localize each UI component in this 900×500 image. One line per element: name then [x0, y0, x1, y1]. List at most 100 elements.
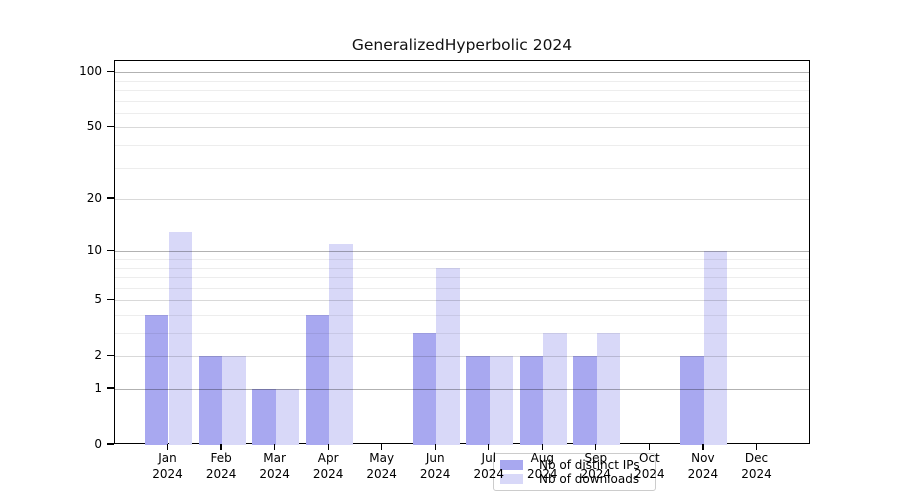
x-tick-mark-9 — [595, 444, 597, 450]
y-tick-mark-1 — [107, 387, 114, 389]
gridline-90 — [115, 80, 809, 82]
gridline-30 — [115, 167, 809, 169]
y-tick-label-0: 0 — [94, 437, 102, 451]
x-tick-line: Feb — [210, 451, 232, 465]
legend: Nb of distinct IPs Nb of downloads — [493, 453, 656, 491]
y-tick-mark-50 — [107, 125, 114, 128]
gridline-3 — [115, 333, 809, 334]
x-tick-label-2: Feb 2024 — [191, 451, 251, 482]
x-tick-label-6: Jun 2024 — [405, 451, 465, 482]
bar-nb-of-distinct-ips-sep-2024 — [573, 356, 597, 445]
x-tick-line: Nov — [691, 451, 715, 465]
x-tick-mark-5 — [381, 444, 383, 450]
x-tick-line: 2024 — [527, 466, 558, 481]
x-tick-line: 2024 — [259, 466, 290, 481]
x-tick-line: 2024 — [152, 466, 183, 481]
bar-nb-of-distinct-ips-aug-2024 — [519, 356, 544, 445]
legend-swatch-downloads — [500, 474, 523, 484]
gridline-70 — [115, 100, 809, 102]
x-tick-label-7: Jul 2024 — [459, 451, 519, 482]
x-tick-label-3: Mar 2024 — [245, 451, 305, 482]
y-tick-label-10: 10 — [86, 243, 102, 258]
bar-nb-of-downloads-jan-2024 — [168, 231, 193, 445]
legend-row-downloads: Nb of downloads — [500, 472, 651, 486]
x-tick-mark-8 — [541, 444, 543, 450]
x-tick-label-9: Sep 2024 — [566, 451, 626, 482]
x-tick-line: Dec — [744, 451, 769, 465]
x-tick-line: Oct — [639, 451, 660, 465]
y-tick-mark-10 — [107, 249, 114, 251]
x-tick-line: 2024 — [634, 466, 665, 481]
bar-nb-of-distinct-ips-mar-2024 — [252, 389, 276, 445]
bar-nb-of-distinct-ips-feb-2024 — [198, 356, 223, 445]
y-tick-mark-5 — [107, 298, 114, 300]
bar-nb-of-distinct-ips-jul-2024 — [466, 356, 490, 445]
x-tick-label-11: Nov 2024 — [673, 451, 733, 482]
gridline-5 — [115, 300, 809, 302]
bar-nb-of-distinct-ips-apr-2024 — [305, 315, 330, 445]
x-tick-mark-11 — [702, 444, 704, 450]
x-tick-label-10: Oct 2024 — [619, 451, 679, 482]
legend-swatch-distinct-ips — [500, 460, 523, 470]
y-tick-label-50: 50 — [86, 119, 102, 134]
legend-row-distinct-ips: Nb of distinct IPs — [500, 458, 651, 472]
gridline-7 — [115, 277, 809, 278]
bar-nb-of-distinct-ips-jun-2024 — [412, 333, 437, 445]
x-tick-mark-2 — [220, 444, 222, 450]
x-tick-line: 2024 — [687, 466, 719, 481]
y-tick-label-2: 2 — [94, 348, 102, 363]
x-tick-line: Aug — [530, 451, 555, 465]
legend-label-distinct-ips: Nb of distinct IPs — [539, 458, 640, 472]
x-tick-mark-6 — [434, 444, 436, 450]
gridline-4 — [115, 315, 809, 316]
x-tick-mark-10 — [648, 444, 651, 450]
x-tick-line: 2024 — [205, 466, 237, 481]
x-tick-line: 2024 — [741, 466, 772, 481]
gridline-10 — [115, 251, 809, 253]
chart-title: GeneralizedHyperbolic 2024 — [351, 36, 573, 54]
gridline-1 — [115, 389, 809, 390]
gridline-40 — [115, 145, 809, 146]
y-tick-mark-2 — [107, 354, 114, 356]
x-tick-line: 2024 — [312, 466, 344, 481]
y-tick-label-100: 100 — [79, 64, 102, 79]
bar-nb-of-distinct-ips-jan-2024 — [144, 315, 169, 445]
x-tick-line: Jan — [158, 451, 177, 465]
gridline-60 — [115, 112, 809, 114]
x-tick-line: 2024 — [366, 466, 397, 481]
bar-nb-of-downloads-jun-2024 — [436, 267, 460, 445]
y-tick-mark-20 — [107, 197, 114, 199]
bar-nb-of-downloads-feb-2024 — [222, 356, 246, 445]
x-tick-label-12: Dec 2024 — [727, 451, 787, 482]
gridline-100 — [115, 72, 809, 74]
x-tick-line: May — [369, 451, 395, 465]
x-tick-line: 2024 — [419, 466, 451, 481]
bar-nb-of-downloads-apr-2024 — [329, 244, 353, 445]
gridline-6 — [115, 287, 809, 289]
bar-nb-of-downloads-sep-2024 — [596, 333, 621, 445]
bar-nb-of-downloads-aug-2024 — [543, 333, 567, 445]
x-tick-mark-1 — [166, 444, 169, 450]
gridline-9 — [115, 259, 809, 260]
legend-label-downloads: Nb of downloads — [539, 472, 640, 486]
x-tick-line: 2024 — [580, 466, 612, 481]
x-tick-line: 2024 — [473, 466, 505, 481]
x-tick-mark-12 — [755, 444, 758, 450]
bar-nb-of-distinct-ips-nov-2024 — [680, 356, 704, 445]
y-tick-mark-100 — [107, 70, 114, 72]
x-tick-mark-3 — [273, 444, 276, 450]
bar-nb-of-downloads-jul-2024 — [489, 356, 514, 445]
x-tick-label-1: Jan 2024 — [138, 451, 198, 482]
x-tick-line: Jun — [425, 451, 445, 465]
x-tick-label-5: May 2024 — [352, 451, 412, 482]
y-tick-label-1: 1 — [94, 381, 102, 395]
y-tick-label-20: 20 — [86, 191, 102, 206]
y-tick-mark-0 — [107, 443, 114, 445]
gridline-50 — [115, 127, 809, 129]
x-tick-line: Apr — [317, 451, 339, 465]
gridline-8 — [115, 267, 809, 269]
bar-nb-of-downloads-mar-2024 — [275, 389, 300, 445]
bar-nb-of-downloads-nov-2024 — [703, 251, 728, 445]
x-tick-label-4: Apr 2024 — [298, 451, 358, 482]
